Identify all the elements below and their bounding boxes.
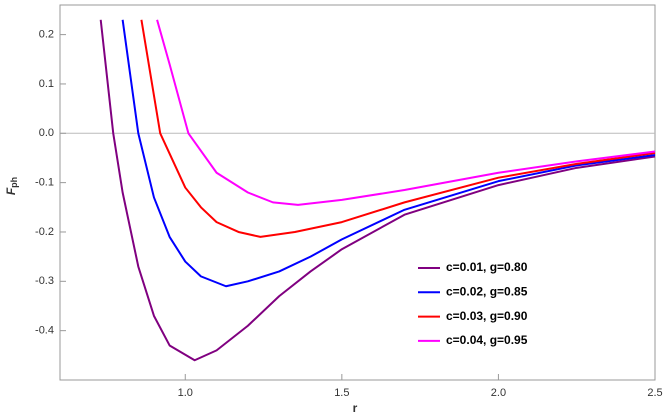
y-tick-label: -0.1	[35, 177, 54, 189]
y-tick-label: 0.2	[39, 29, 54, 41]
x-tick-label: 2.5	[647, 387, 662, 399]
y-tick-label: 0.0	[39, 127, 54, 139]
x-tick-label: 2.0	[491, 387, 506, 399]
y-axis-label-sub: ph	[9, 177, 19, 188]
series-line	[156, 19, 656, 206]
y-tick-label: -0.3	[35, 275, 54, 287]
legend-label: c=0.02, g=0.85	[446, 284, 528, 298]
y-axis-label: Fph	[4, 177, 19, 195]
y-tick-label: 0.1	[39, 78, 54, 90]
x-tick-label: 1.5	[334, 387, 349, 399]
legend-label: c=0.01, g=0.80	[446, 260, 528, 274]
legend-label: c=0.03, g=0.90	[446, 309, 528, 323]
series-line	[121, 19, 656, 288]
series-line	[140, 19, 656, 238]
x-axis-label: r	[353, 401, 358, 415]
legend-label: c=0.04, g=0.95	[446, 333, 528, 347]
x-tick-label: 1.0	[178, 387, 193, 399]
y-tick-label: -0.2	[35, 226, 54, 238]
plot-frame	[59, 4, 656, 381]
y-tick-label: -0.4	[35, 325, 54, 337]
series-line	[99, 19, 656, 362]
y-axis-label-main: F	[4, 187, 18, 195]
